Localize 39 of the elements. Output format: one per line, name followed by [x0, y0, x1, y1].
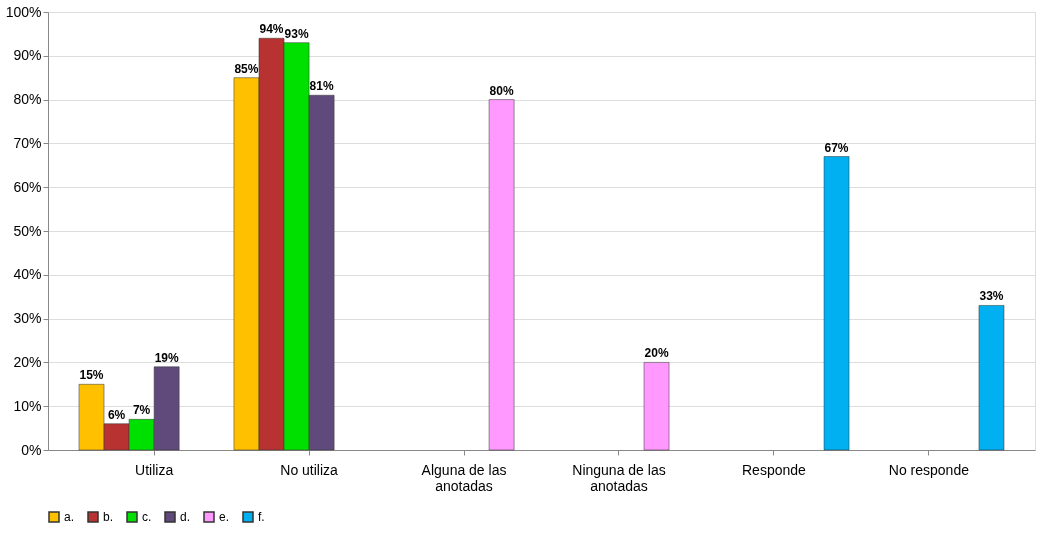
x-tick-label: Utiliza [135, 461, 174, 478]
y-tick-label: 40% [13, 266, 42, 283]
data-label: 80% [489, 83, 514, 98]
legend-label: f. [258, 510, 265, 524]
bar [643, 362, 670, 451]
data-label: 6% [107, 407, 126, 422]
bar [488, 99, 515, 451]
legend-label: a. [64, 510, 75, 524]
y-tick-label: 30% [13, 310, 42, 327]
data-label: 93% [284, 26, 309, 41]
y-tick-label: 10% [13, 397, 42, 414]
legend-label: d. [180, 510, 191, 524]
bar [978, 305, 1005, 451]
x-tick-label: Ninguna de las anotadas [572, 461, 666, 494]
y-tick-label: 90% [13, 47, 42, 64]
y-tick-label: 100% [5, 3, 42, 20]
legend-label: e. [219, 510, 230, 524]
data-label: 33% [979, 289, 1004, 304]
y-tick-label: 0% [21, 441, 42, 458]
x-tick-label: No responde [888, 461, 970, 478]
data-label: 67% [824, 140, 849, 155]
y-tick-label: 60% [13, 178, 42, 195]
data-label: 7% [132, 403, 151, 418]
data-label: 15% [79, 368, 104, 383]
data-label: 81% [309, 79, 334, 94]
data-label: 85% [234, 61, 259, 76]
x-tick-label: No utiliza [280, 461, 339, 478]
legend-label: c. [142, 510, 152, 524]
data-label: 19% [154, 350, 179, 365]
data-label: 20% [644, 346, 669, 361]
y-tick-label: 20% [13, 353, 42, 370]
x-tick-label: Responde [742, 461, 807, 478]
y-tick-label: 50% [13, 222, 42, 239]
y-tick-label: 70% [13, 134, 42, 151]
legend-label: b. [103, 510, 114, 524]
y-tick-label: 80% [13, 91, 42, 108]
bar [823, 156, 850, 451]
data-label: 94% [259, 22, 284, 37]
x-tick-label: Alguna de las anotadas [421, 461, 507, 494]
